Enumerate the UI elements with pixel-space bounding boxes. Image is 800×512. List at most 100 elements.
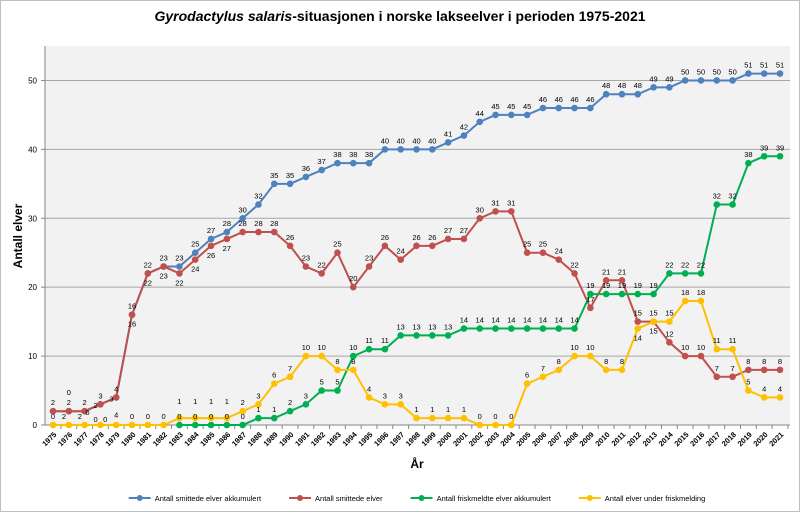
- data-point: [397, 256, 404, 263]
- data-label: 21: [602, 267, 610, 276]
- data-label: 4: [114, 384, 118, 393]
- data-label: 0: [94, 415, 98, 424]
- data-point: [207, 414, 215, 422]
- x-tick-label: 1996: [372, 430, 390, 448]
- data-point: [729, 345, 736, 353]
- data-label: 48: [618, 81, 626, 90]
- data-label: 46: [555, 95, 563, 104]
- data-point: [239, 214, 246, 222]
- data-label: 32: [713, 191, 721, 200]
- title-rest: -situasjonen i norske lakseelver i perio…: [292, 8, 646, 24]
- data-label: 39: [776, 143, 784, 152]
- data-label: 2: [78, 412, 82, 421]
- legend-item: Antall smittede elver: [289, 494, 383, 503]
- data-label: 26: [381, 233, 389, 242]
- data-label: 13: [444, 322, 452, 331]
- data-point: [476, 325, 484, 332]
- data-point: [492, 111, 499, 119]
- data-label: 8: [604, 357, 608, 366]
- data-point: [539, 249, 547, 257]
- data-point: [318, 387, 325, 394]
- data-label: 27: [223, 244, 231, 253]
- data-point: [760, 394, 768, 401]
- data-point: [571, 104, 578, 112]
- data-label: 35: [270, 171, 278, 180]
- data-label: 15: [649, 327, 657, 336]
- data-point: [729, 201, 736, 208]
- data-label: 13: [412, 322, 420, 331]
- legend-item: Antall elver under friskmelding: [578, 494, 705, 503]
- x-tick-label: 1998: [404, 430, 422, 448]
- data-label: 14: [539, 316, 547, 325]
- data-point: [302, 352, 310, 360]
- data-point: [286, 242, 294, 250]
- data-label: 22: [144, 260, 152, 269]
- data-point: [397, 146, 404, 153]
- data-label: 26: [286, 233, 294, 242]
- data-label: 32: [728, 191, 736, 200]
- x-tick-label: 2018: [720, 430, 738, 448]
- data-label: 24: [555, 247, 563, 256]
- data-label: 45: [507, 102, 515, 111]
- data-label: 7: [541, 364, 545, 373]
- data-label: 44: [476, 109, 484, 118]
- data-point: [349, 283, 357, 291]
- data-label: 45: [491, 102, 499, 111]
- data-point: [634, 318, 642, 325]
- data-label: 41: [444, 129, 452, 138]
- data-point: [444, 235, 452, 243]
- data-label: 14: [555, 316, 563, 325]
- x-tick-label: 1990: [277, 430, 295, 448]
- data-point: [270, 414, 278, 422]
- legend-item: Antall friskmeldte elver akkumulert: [410, 494, 552, 503]
- data-label: 26: [207, 251, 215, 260]
- x-tick-label: 2008: [562, 430, 580, 448]
- data-point: [270, 380, 278, 387]
- data-label: 22: [681, 260, 689, 269]
- data-point: [760, 152, 768, 160]
- data-label: 0: [193, 412, 197, 421]
- x-tick-label: 2006: [530, 430, 548, 448]
- data-point: [270, 180, 278, 188]
- data-point: [65, 407, 73, 415]
- data-point: [476, 421, 484, 429]
- data-label: 51: [744, 61, 752, 70]
- data-label: 5: [320, 378, 324, 387]
- data-point: [207, 235, 215, 243]
- data-point: [492, 421, 499, 429]
- data-label: 10: [302, 343, 310, 352]
- data-point: [255, 201, 262, 208]
- data-point: [65, 421, 73, 429]
- data-point: [729, 77, 736, 84]
- data-label: 38: [365, 150, 373, 159]
- x-tick-label: 2017: [704, 430, 722, 448]
- data-point: [365, 394, 373, 401]
- data-label: 40: [428, 136, 436, 145]
- data-label: 8: [557, 357, 561, 366]
- data-label: 16: [128, 302, 136, 311]
- data-label: 22: [175, 278, 183, 287]
- data-label: 45: [523, 102, 531, 111]
- data-label: 25: [523, 240, 531, 249]
- data-label: 28: [223, 219, 231, 228]
- data-point: [776, 70, 784, 77]
- data-label: 11: [729, 336, 737, 345]
- data-label: 22: [570, 260, 578, 269]
- data-point: [334, 159, 341, 167]
- x-tick-label: 1976: [56, 430, 74, 448]
- data-point: [476, 118, 484, 126]
- data-label: 18: [681, 288, 689, 297]
- data-point: [618, 366, 626, 374]
- data-label: 8: [746, 357, 750, 366]
- data-point: [349, 366, 357, 374]
- data-label: 8: [335, 357, 339, 366]
- data-point: [634, 90, 642, 98]
- y-tick-label: 20: [28, 283, 37, 292]
- data-label: 7: [731, 364, 735, 373]
- legend-label: Antall elver under friskmelding: [605, 494, 705, 503]
- data-point: [539, 373, 547, 381]
- data-point: [571, 270, 578, 277]
- data-point: [365, 263, 373, 270]
- data-label: 24: [191, 265, 199, 274]
